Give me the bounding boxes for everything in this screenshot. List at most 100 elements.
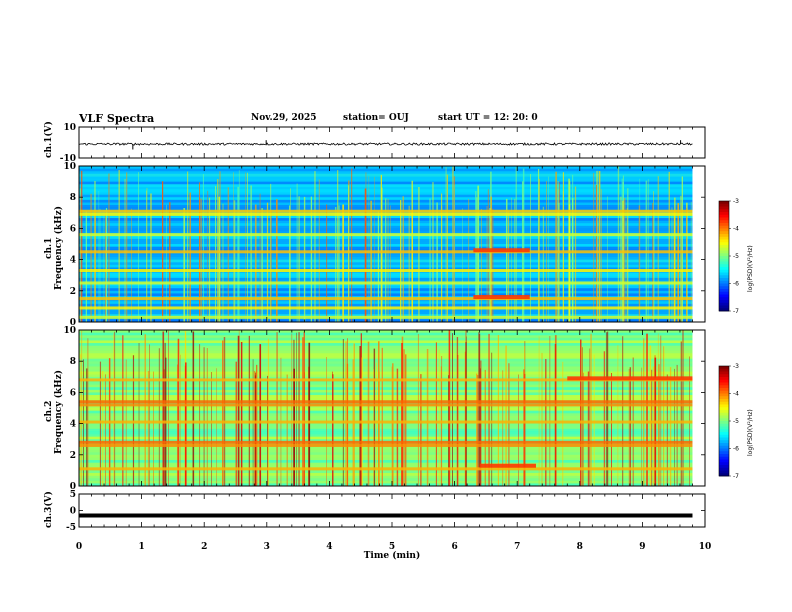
ch2-colorbar-segment	[719, 382, 729, 386]
ch3-waveform-ytick-label: -5	[66, 523, 76, 533]
emission-feature	[473, 295, 530, 300]
spectrogram-noise-row	[79, 384, 693, 388]
ch3-waveform-ytick-label: 0	[70, 507, 76, 517]
ch2-colorbar-segment	[719, 368, 729, 372]
spectrogram-noise-row	[79, 418, 693, 422]
ch2-colorbar-segment	[719, 429, 729, 433]
ch1-colorbar-segment	[719, 294, 729, 298]
ch2-colorbar-segment	[719, 423, 729, 427]
ch1-colorbar-segment	[719, 206, 729, 210]
ch1-colorbar-segment	[719, 231, 729, 235]
spectral-band	[79, 378, 693, 382]
ch1-colorbar-tick-label: -3	[733, 198, 739, 205]
spectrogram-noise-row	[79, 415, 693, 419]
ch2-colorbar-segment	[719, 434, 729, 438]
ch1-colorbar-segment	[719, 203, 729, 207]
spectrogram-noise-row	[79, 428, 693, 432]
ch2-colorbar-segment	[719, 418, 729, 422]
spectrogram-noise-row	[79, 173, 693, 177]
spectrogram-noise-row	[79, 410, 693, 414]
ch1-colorbar-segment	[719, 308, 729, 312]
ch1-colorbar-segment	[719, 253, 729, 257]
spectrogram-noise-row	[79, 382, 693, 385]
ch2-colorbar-segment	[719, 470, 729, 474]
no-data-area	[692, 166, 705, 322]
spectrogram-noise-row	[79, 340, 693, 344]
ch2-colorbar-segment	[719, 432, 729, 436]
spectrogram-noise-row	[79, 447, 693, 450]
x-tick-label: 7	[514, 542, 520, 552]
ch2-colorbar-segment	[719, 445, 729, 449]
spectrogram-noise-row	[79, 350, 693, 354]
ch2-colorbar-segment	[719, 412, 729, 416]
ch2-colorbar-segment	[719, 443, 729, 447]
start-time-label: start UT = 12: 20: 0	[438, 113, 538, 123]
ch1-spectrogram-ytick-label: 0	[70, 318, 76, 328]
ch1-colorbar-segment	[719, 234, 729, 238]
spectrogram-noise-row	[79, 449, 693, 453]
ch2-colorbar-segment	[719, 396, 729, 400]
spectrogram-noise-row	[79, 337, 693, 341]
spectrogram-noise-row	[79, 343, 693, 346]
ch2-colorbar-segment	[719, 385, 729, 389]
x-tick-label: 6	[451, 542, 457, 552]
ch1-colorbar-segment	[719, 300, 729, 304]
ch2-colorbar-segment	[719, 390, 729, 394]
ch2-colorbar-segment	[719, 410, 729, 414]
ch2-colorbar-segment	[719, 374, 729, 378]
spectrogram-noise-row	[79, 436, 693, 440]
ch2-spectrogram-ytick-label: 0	[70, 482, 76, 492]
ch1-colorbar-segment	[719, 220, 729, 224]
spectral-band	[79, 209, 693, 213]
ch1-waveform-ytick-label: 10	[63, 123, 76, 133]
ch1-colorbar-segment	[719, 267, 729, 271]
spectrogram-noise-row	[79, 192, 693, 195]
ch2-colorbar-tick-label: -5	[733, 418, 739, 425]
ch1-colorbar-segment	[719, 261, 729, 265]
spectral-band	[79, 212, 693, 216]
ch1-waveform-line	[78, 142, 693, 146]
spectrogram-noise-row	[79, 392, 693, 396]
spectrogram-noise-row	[79, 181, 693, 185]
spectral-band	[79, 306, 693, 310]
spectral-band	[79, 233, 693, 237]
ch2-spectrogram-ytick-label: 2	[70, 451, 76, 461]
ch1-colorbar-segment	[719, 236, 729, 240]
ch2-colorbar-segment	[719, 467, 729, 471]
ch1-colorbar-segment	[719, 286, 729, 290]
ch2-colorbar-segment	[719, 454, 729, 458]
spectral-band	[79, 403, 693, 407]
spectrogram-noise-row	[79, 389, 693, 393]
ch1-colorbar-segment	[719, 256, 729, 260]
spectrogram-noise-row	[79, 465, 693, 469]
spectrogram-noise-row	[79, 426, 693, 430]
spectral-band	[79, 297, 693, 301]
spectral-band	[79, 443, 693, 447]
spectrogram-noise-row	[79, 413, 693, 417]
spectral-band	[79, 281, 693, 285]
date-label: Nov.29, 2025	[251, 113, 317, 123]
spectrogram-noise-row	[79, 405, 693, 409]
spectral-band	[79, 420, 693, 424]
ch2-colorbar-segment	[719, 377, 729, 381]
spectrogram-noise-row	[79, 358, 693, 362]
spectrogram-noise-row	[79, 356, 693, 359]
ch1-colorbar-segment	[719, 245, 729, 249]
ch2-spectrogram-ytick-label: 6	[70, 388, 76, 398]
spectrogram-noise-row	[79, 475, 693, 479]
ch2-colorbar-tick-label: -3	[733, 363, 739, 370]
spectrogram-noise-row	[79, 330, 693, 333]
spectrogram-noise-row	[79, 369, 693, 372]
ch2-colorbar-segment	[719, 393, 729, 397]
spectrogram-noise-row	[79, 363, 693, 367]
ch2-spectrogram-ytick-label: 4	[70, 420, 76, 430]
ch1-colorbar-segment	[719, 289, 729, 293]
spectrogram-noise-row	[79, 366, 693, 370]
ch2-colorbar-segment	[719, 415, 729, 419]
spectrogram-noise-row	[79, 483, 693, 487]
ch1-colorbar-segment	[719, 250, 729, 254]
spectrogram-noise-row	[79, 176, 693, 180]
ch1-colorbar-segment	[719, 302, 729, 306]
spectrogram-noise-row	[79, 345, 693, 349]
ch2-colorbar-segment	[719, 440, 729, 444]
